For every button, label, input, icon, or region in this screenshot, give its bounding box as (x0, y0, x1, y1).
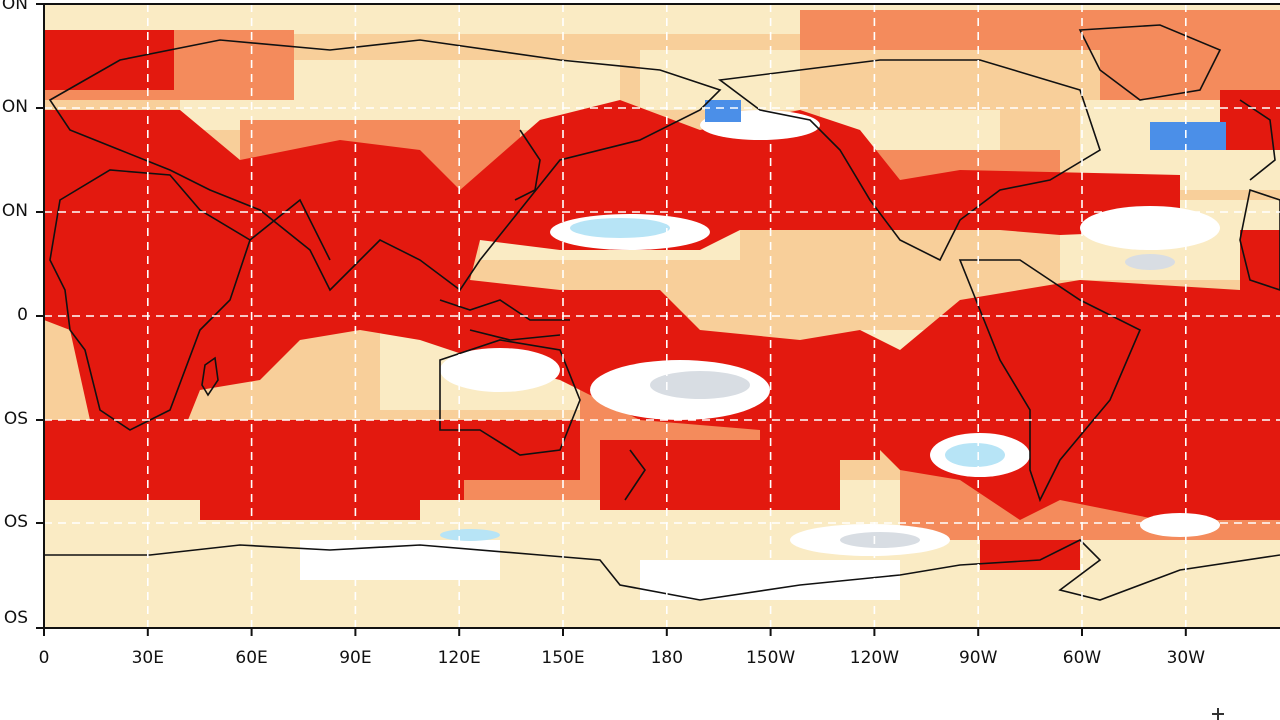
x-tick-label: 120W (849, 648, 900, 668)
x-tick-label: 180 (650, 648, 684, 668)
y-tick-label: ON (1, 201, 28, 221)
x-tick-label: 120E (437, 648, 481, 668)
y-tick-label: ON (1, 0, 28, 14)
y-tick-label: OS (3, 608, 28, 628)
cold-anomaly-regions (705, 100, 1226, 150)
gridlines (44, 4, 1280, 628)
coastlines (44, 24, 1280, 601)
cursor-icon (1212, 708, 1224, 720)
y-tick-label: OS (3, 512, 28, 532)
y-tick-label: OS (3, 409, 28, 429)
x-tick-label: 30E (131, 648, 164, 668)
tick-marks (36, 3, 1187, 636)
x-tick-label: 150W (745, 648, 796, 668)
hot-anomaly-regions (44, 30, 1280, 570)
x-tick-label: 90W (958, 648, 998, 668)
x-tick-label: 90E (339, 648, 372, 668)
x-tick-label: 60W (1062, 648, 1102, 668)
x-tick-label: 0 (38, 648, 50, 668)
cool-anomaly-regions (440, 218, 1175, 548)
y-tick-label: 0 (17, 305, 28, 325)
y-tick-label: ON (1, 97, 28, 117)
x-tick-label: 30W (1166, 648, 1206, 668)
x-tick-label: 150E (541, 648, 585, 668)
x-tick-label: 60E (235, 648, 268, 668)
